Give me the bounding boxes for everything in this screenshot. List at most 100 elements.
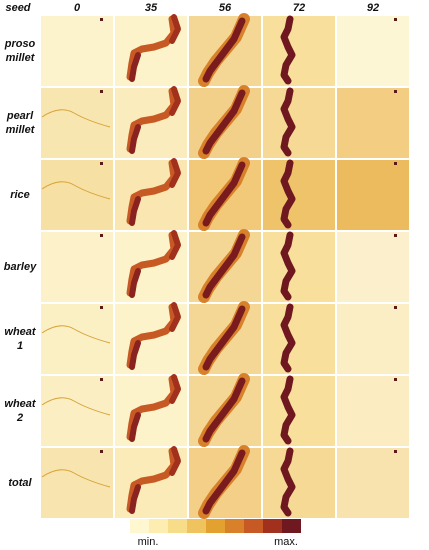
legend-swatch: [244, 519, 263, 533]
map-cell: [336, 447, 410, 519]
hotspot: [129, 52, 141, 82]
marker: [100, 90, 103, 93]
row-label: millet: [6, 124, 36, 136]
row-label: wheat: [4, 326, 37, 338]
row-label: rice: [10, 189, 30, 201]
legend-min: min.: [138, 536, 159, 548]
hotspot: [169, 14, 181, 44]
hotspot: [129, 412, 141, 442]
map-cell: [188, 373, 262, 447]
cell-background: [336, 159, 410, 231]
map-cell: [40, 375, 114, 447]
legend-max: max.: [274, 536, 298, 548]
hotspot: [280, 159, 296, 229]
hotspot: [129, 196, 141, 226]
hotspot: [129, 268, 141, 298]
corner-label: seed: [5, 2, 30, 14]
marker: [394, 90, 397, 93]
hotspot: [280, 447, 296, 517]
map-cell: [114, 374, 188, 447]
marker: [100, 378, 103, 381]
cell-background: [40, 159, 114, 231]
marker: [394, 306, 397, 309]
map-cell: [336, 87, 410, 159]
map-cell: [188, 229, 262, 303]
map-cell: [336, 159, 410, 231]
hotspot: [202, 17, 246, 83]
map-cell: [40, 87, 114, 159]
marker: [394, 234, 397, 237]
marker: [100, 306, 103, 309]
cell-background: [336, 87, 410, 159]
marker: [100, 162, 103, 165]
marker: [100, 18, 103, 21]
hotspot: [169, 446, 181, 476]
hotspot: [202, 233, 246, 299]
map-cell: [40, 447, 114, 519]
map-cell: [336, 231, 410, 303]
column-label: 0: [74, 2, 81, 14]
cell-background: [262, 231, 336, 303]
map-cell: [262, 231, 336, 303]
cell-background: [336, 231, 410, 303]
cell-background: [336, 15, 410, 87]
legend-swatch: [168, 519, 187, 533]
row-label: wheat: [4, 398, 37, 410]
map-cell: [262, 447, 336, 519]
map-cell: [40, 303, 114, 375]
marker: [394, 450, 397, 453]
trace: [41, 469, 111, 488]
row-label: 1: [17, 340, 23, 352]
map-cell: [262, 375, 336, 447]
cell-background: [336, 303, 410, 375]
marker: [394, 162, 397, 165]
hotspot: [202, 161, 246, 227]
cell-background: [40, 447, 114, 519]
hotspot: [202, 305, 246, 371]
trace: [41, 397, 111, 416]
cell-background: [262, 375, 336, 447]
cell-background: [40, 15, 114, 87]
legend-swatch: [282, 519, 301, 533]
map-cell: [188, 301, 262, 375]
cell-background: [336, 375, 410, 447]
map-cell: [40, 159, 114, 231]
map-cell: [114, 446, 188, 519]
map-cell: [336, 375, 410, 447]
map-cell: [40, 231, 114, 303]
row-label: barley: [4, 261, 37, 273]
cell-background: [336, 447, 410, 519]
map-cell: [188, 85, 262, 159]
hotspot: [280, 87, 296, 157]
marker: [100, 450, 103, 453]
hotspot: [169, 86, 181, 116]
row-label: total: [8, 477, 32, 489]
hotspot: [280, 375, 296, 445]
cell-background: [262, 87, 336, 159]
hotspot: [280, 15, 296, 85]
map-cell: [188, 157, 262, 231]
legend-swatch: [149, 519, 168, 533]
column-label: 92: [367, 2, 379, 14]
cell-background: [40, 231, 114, 303]
cell-background: [40, 303, 114, 375]
legend-swatch: [130, 519, 149, 533]
map-cell: [262, 159, 336, 231]
map-cell: [114, 158, 188, 231]
row-label: millet: [6, 52, 36, 64]
cell-background: [262, 15, 336, 87]
hotspot: [169, 158, 181, 188]
hotspot: [169, 230, 181, 260]
hotspot: [129, 340, 141, 370]
hotspot: [169, 302, 181, 332]
cell-background: [262, 159, 336, 231]
map-cell: [40, 15, 114, 87]
map-cell: [336, 15, 410, 87]
column-label: 72: [293, 2, 305, 14]
hotspot: [280, 303, 296, 373]
hotspot: [202, 377, 246, 443]
legend-swatch: [263, 519, 282, 533]
map-cell: [114, 302, 188, 375]
map-cell: [114, 86, 188, 159]
